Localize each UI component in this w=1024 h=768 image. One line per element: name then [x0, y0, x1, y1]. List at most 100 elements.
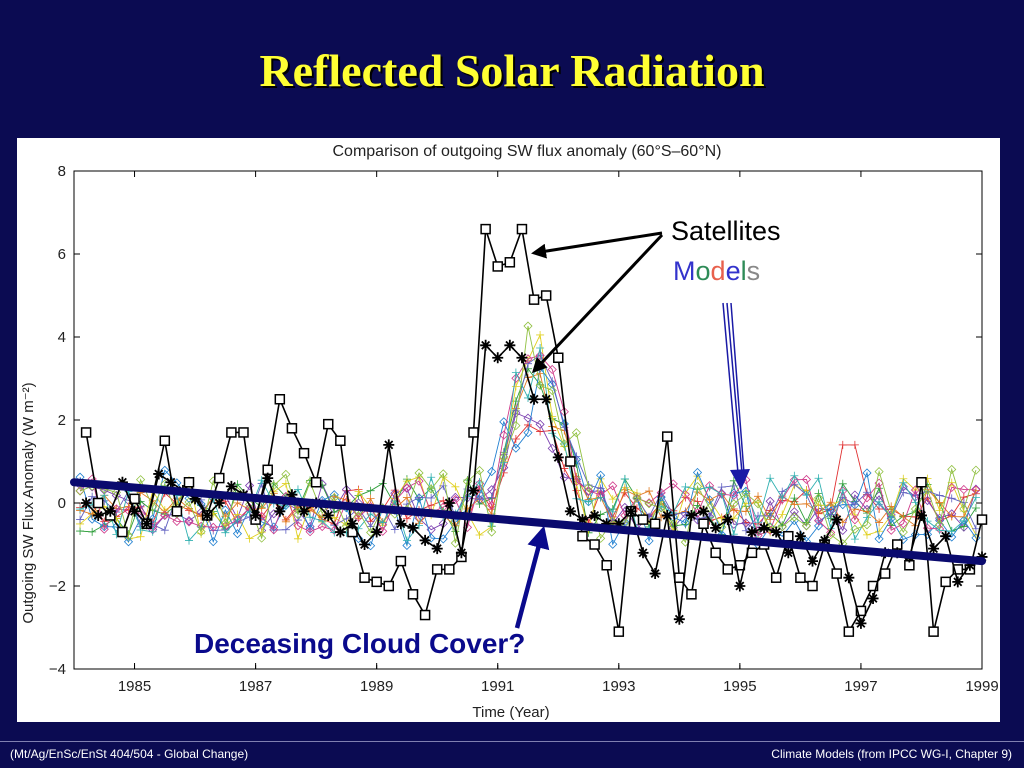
model-point	[487, 527, 497, 537]
satellite-point-square	[335, 435, 346, 446]
model-point	[232, 529, 243, 539]
model-point	[596, 493, 605, 502]
model-point	[499, 463, 509, 473]
y-tick-label: 4	[58, 329, 66, 346]
satellite-point-square	[310, 477, 322, 488]
model-point	[547, 385, 557, 396]
satellite-point-square	[419, 609, 431, 621]
satellite-point-square	[395, 555, 407, 567]
model-point	[548, 377, 557, 386]
satellite-point-square	[214, 472, 225, 484]
model-point	[645, 487, 654, 496]
model-point	[862, 530, 871, 539]
model-point	[644, 499, 654, 509]
model-point	[911, 491, 920, 500]
model-point	[88, 492, 97, 501]
model-point	[657, 513, 666, 522]
model-point	[244, 480, 255, 491]
satellite-point-star	[685, 509, 697, 521]
model-point	[790, 471, 799, 480]
model-point	[886, 525, 896, 535]
model-point	[584, 497, 593, 506]
models-arrow-head	[730, 469, 750, 490]
model-point	[402, 500, 411, 509]
model-point	[729, 481, 738, 490]
model-point	[608, 539, 618, 549]
satellite-point-star	[165, 476, 177, 488]
satellite-point-square	[407, 589, 419, 600]
chart-title: Comparison of outgoing SW flux anomaly (…	[333, 143, 722, 160]
model-point	[402, 514, 411, 523]
model-point	[717, 490, 726, 499]
x-tick-label: 1997	[844, 678, 877, 695]
satellite-point-square	[855, 605, 867, 617]
model-point	[402, 536, 411, 545]
model-point	[341, 521, 351, 531]
model-point	[523, 321, 533, 331]
model-point	[281, 525, 290, 534]
satellite-point-square	[613, 626, 625, 637]
models-label-letter: l	[741, 256, 747, 286]
model-point	[681, 482, 690, 491]
model-point	[209, 526, 218, 535]
satellite-point-star	[129, 505, 141, 517]
satellite-point-star	[262, 472, 274, 484]
model-point	[536, 427, 545, 436]
model-point	[499, 430, 509, 440]
y-tick-label: 2	[58, 412, 66, 429]
model-point	[766, 511, 775, 520]
satellite-point-star	[322, 509, 334, 521]
satellite-point-square	[867, 580, 879, 592]
model-point	[705, 503, 715, 513]
model-point	[572, 486, 581, 495]
model-point	[184, 497, 194, 507]
model-point	[535, 380, 545, 390]
models-label-letter: e	[726, 256, 741, 286]
model-point	[208, 522, 218, 532]
model-point	[160, 526, 169, 535]
models-label-letter: o	[696, 256, 711, 286]
satellite-point-star	[613, 518, 625, 530]
satellite-point-square	[226, 427, 237, 438]
satellite-point-star	[492, 352, 504, 364]
model-point	[959, 504, 969, 514]
x-tick-label: 1995	[723, 678, 756, 695]
x-tick-label: 1999	[965, 678, 998, 695]
model-series-line	[79, 325, 977, 545]
model-point	[475, 465, 485, 476]
satellite-point-star	[225, 480, 237, 492]
model-point	[257, 528, 266, 537]
model-point	[705, 483, 714, 492]
model-point	[959, 516, 968, 525]
satellite-point-star	[359, 539, 371, 550]
satellite-point-star	[746, 526, 758, 538]
model-point	[656, 488, 666, 498]
x-tick-label: 1991	[481, 678, 514, 695]
model-point	[680, 518, 690, 528]
model-point	[378, 526, 388, 536]
model-point	[426, 484, 436, 494]
model-point	[801, 474, 812, 485]
satellite-point-square	[637, 514, 649, 525]
model-point	[281, 469, 291, 479]
model-point	[366, 527, 376, 538]
model-point	[875, 518, 884, 527]
model-point	[935, 498, 944, 507]
satellite-point-star	[661, 509, 673, 521]
model-point	[862, 493, 872, 503]
model-point	[148, 527, 157, 536]
satellite-point-square	[674, 572, 685, 583]
model-point	[524, 393, 532, 402]
model-point	[499, 458, 508, 467]
model-point	[850, 440, 859, 449]
model-point	[862, 488, 871, 497]
model-point	[547, 364, 557, 375]
model-point	[475, 495, 484, 504]
model-point	[293, 516, 302, 525]
model-point	[136, 475, 146, 485]
model-point	[76, 505, 85, 514]
satellite-point-star	[552, 451, 564, 463]
satellite-point-star	[673, 613, 685, 625]
model-point	[438, 469, 448, 479]
satellite-point-star	[201, 509, 213, 521]
